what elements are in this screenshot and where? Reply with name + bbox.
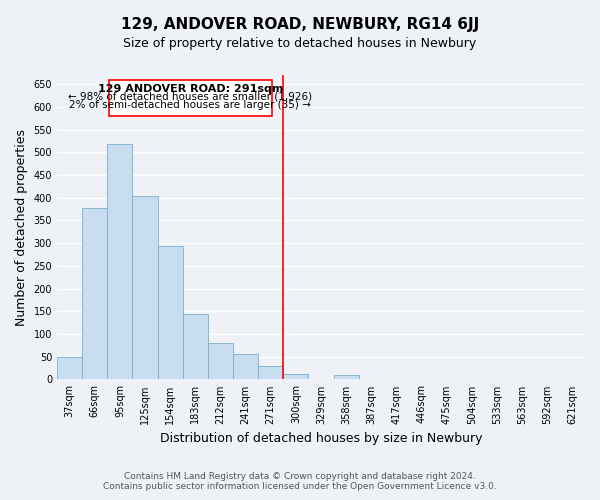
Text: ← 98% of detached houses are smaller (1,926): ← 98% of detached houses are smaller (1,… [68,92,313,102]
Bar [258,366,283,380]
Bar [133,196,158,380]
Y-axis label: Number of detached properties: Number of detached properties [15,128,28,326]
Bar [183,314,208,380]
Text: Contains public sector information licensed under the Open Government Licence v3: Contains public sector information licen… [103,482,497,491]
Text: Size of property relative to detached houses in Newbury: Size of property relative to detached ho… [124,38,476,51]
Bar [208,343,233,380]
Bar [109,80,272,116]
Bar [82,208,107,380]
Text: 129, ANDOVER ROAD, NEWBURY, RG14 6JJ: 129, ANDOVER ROAD, NEWBURY, RG14 6JJ [121,18,479,32]
Bar [158,246,183,380]
Bar [57,356,82,380]
Bar [283,374,308,380]
Bar [334,375,359,380]
Text: 129 ANDOVER ROAD: 291sqm: 129 ANDOVER ROAD: 291sqm [98,84,283,94]
Bar [107,144,133,380]
Text: Contains HM Land Registry data © Crown copyright and database right 2024.: Contains HM Land Registry data © Crown c… [124,472,476,481]
Bar [233,354,258,380]
X-axis label: Distribution of detached houses by size in Newbury: Distribution of detached houses by size … [160,432,482,445]
Text: 2% of semi-detached houses are larger (35) →: 2% of semi-detached houses are larger (3… [70,100,311,110]
